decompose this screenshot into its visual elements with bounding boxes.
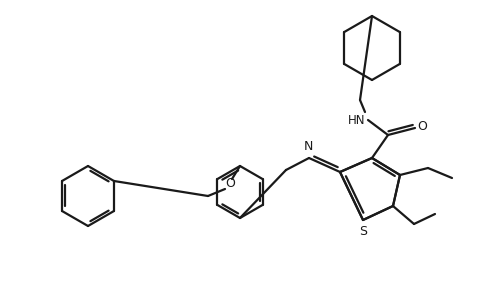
Text: N: N: [303, 139, 312, 153]
Text: S: S: [358, 225, 366, 239]
Text: HN: HN: [348, 114, 365, 128]
Text: O: O: [224, 178, 234, 191]
Text: O: O: [416, 121, 426, 133]
